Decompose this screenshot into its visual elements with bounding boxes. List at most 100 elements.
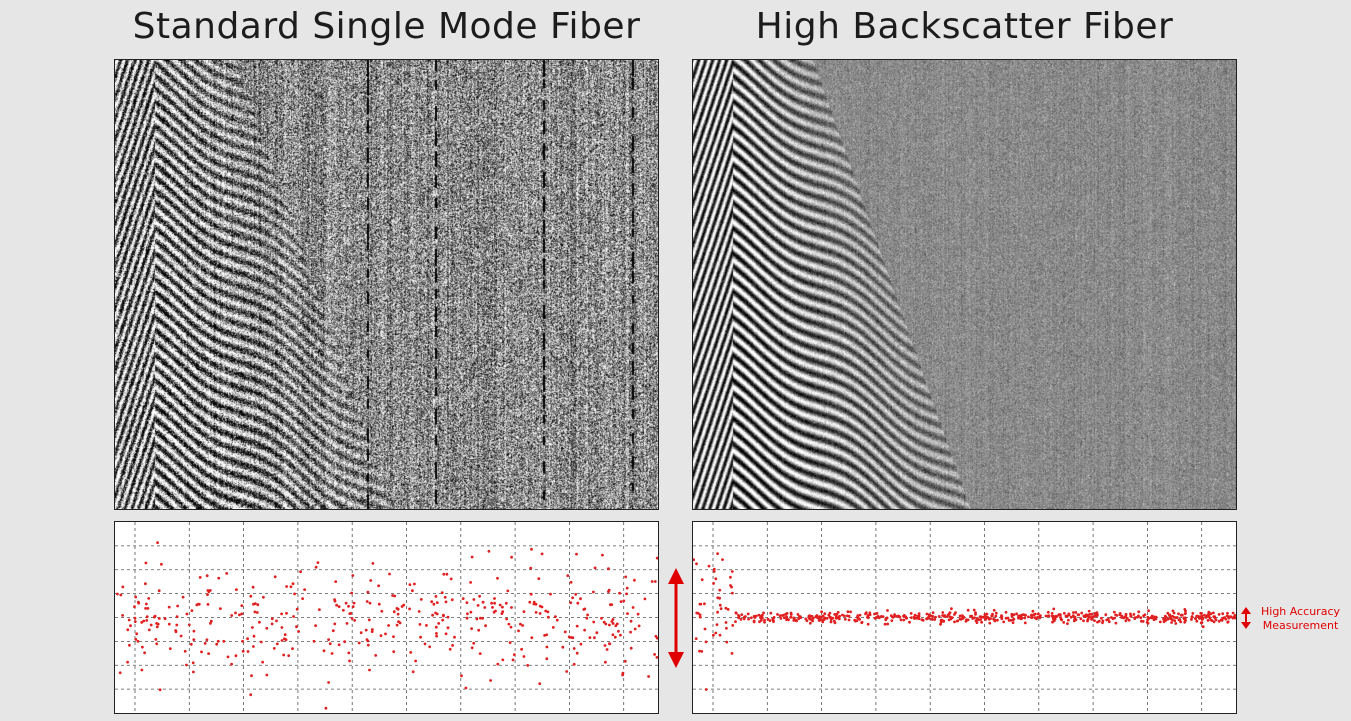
scatter-point (370, 630, 374, 633)
scatter-point (285, 585, 288, 588)
scatter-point (246, 637, 250, 641)
scatter-point (718, 596, 721, 600)
scatter-point (1146, 621, 1150, 625)
scatter-point (1015, 612, 1018, 616)
scatter-point (206, 589, 210, 592)
backscatter-fiber-scatter-plot (692, 521, 1237, 714)
scatter-point (432, 602, 436, 606)
scatter-point (435, 634, 438, 638)
scatter-point (493, 597, 496, 600)
scatter-point (729, 575, 732, 579)
scatter-point (1174, 616, 1178, 619)
scatter-point (322, 649, 326, 653)
scatter-point (983, 613, 987, 616)
scatter-point (330, 652, 334, 655)
scatter-point (890, 619, 894, 622)
scatter-point (849, 610, 852, 614)
scatter-point (643, 597, 647, 601)
scatter-point (695, 562, 698, 566)
scatter-point (265, 673, 269, 677)
scatter-point (571, 596, 574, 600)
scatter-point (886, 622, 890, 626)
scatter-point (521, 624, 524, 627)
scatter-point (241, 649, 245, 653)
scatter-point (855, 619, 859, 623)
scatter-point (1133, 616, 1137, 619)
scatter-point (785, 618, 788, 622)
scatter-point (1182, 617, 1186, 621)
scatter-point (853, 618, 857, 622)
scatter-point (832, 619, 836, 623)
scatter-point (629, 630, 632, 634)
scatter-point (978, 615, 982, 618)
scatter-point (141, 645, 144, 649)
scatter-point (144, 607, 147, 610)
scatter-point (512, 653, 516, 656)
scatter-point (614, 624, 618, 628)
scatter-point (496, 662, 500, 666)
scatter-point (1002, 620, 1006, 624)
scatter-point (219, 607, 222, 610)
scatter-point (846, 610, 850, 614)
scatter-point (1149, 616, 1153, 619)
scatter-point (344, 601, 348, 605)
scatter-point (217, 576, 221, 580)
scatter-point (534, 611, 538, 614)
scatter-point (275, 642, 279, 646)
scatter-point (283, 633, 287, 637)
scatter-point (489, 679, 492, 682)
scatter-point (1179, 620, 1183, 624)
scatter-point (779, 617, 783, 620)
scatter-point (798, 615, 801, 618)
scatter-point (843, 617, 847, 621)
scatter-point (270, 617, 274, 621)
scatter-point (205, 638, 209, 642)
scatter-point (259, 640, 263, 644)
scatter-point (579, 597, 582, 601)
scatter-point (501, 658, 505, 662)
scatter-point (1020, 613, 1024, 617)
scatter-point (811, 619, 814, 623)
scatter-point (1227, 615, 1231, 618)
scatter-point (145, 619, 149, 622)
scatter-point (347, 651, 351, 655)
scatter-point (450, 598, 454, 602)
scatter-point (1232, 615, 1236, 618)
scatter-point (609, 603, 612, 607)
scatter-point (965, 618, 968, 622)
scatter-point (487, 549, 491, 553)
scatter-point (704, 688, 708, 691)
scatter-point (1017, 614, 1020, 618)
scatter-point (921, 618, 925, 622)
scatter-point (529, 566, 533, 570)
scatter-point (175, 623, 179, 627)
scatter-point (206, 593, 209, 596)
scatter-point (157, 589, 161, 593)
scatter-point (156, 622, 160, 626)
scatter-point (555, 618, 559, 622)
scatter-point (371, 628, 374, 631)
scatter-point (1052, 618, 1056, 622)
scatter-point (392, 635, 395, 638)
scatter-point (235, 588, 238, 591)
scatter-point (129, 624, 132, 628)
scatter-point (481, 616, 484, 620)
scatter-point (216, 639, 220, 643)
scatter-point (780, 614, 784, 617)
scatter-point (602, 620, 606, 624)
scatter-point (637, 624, 641, 628)
scatter-point (810, 615, 813, 618)
scatter-point (289, 585, 293, 589)
scatter-point (368, 601, 372, 605)
scatter-point (737, 616, 741, 620)
scatter-point (823, 616, 827, 620)
scatter-point (414, 659, 417, 663)
scatter-point (836, 610, 840, 614)
scatter-point (613, 635, 617, 639)
scatter-point (992, 617, 995, 621)
scatter-point (1172, 611, 1176, 615)
scatter-point (371, 562, 375, 565)
scatter-point (444, 632, 448, 636)
scatter-point (760, 618, 763, 622)
scatter-point (698, 615, 702, 619)
